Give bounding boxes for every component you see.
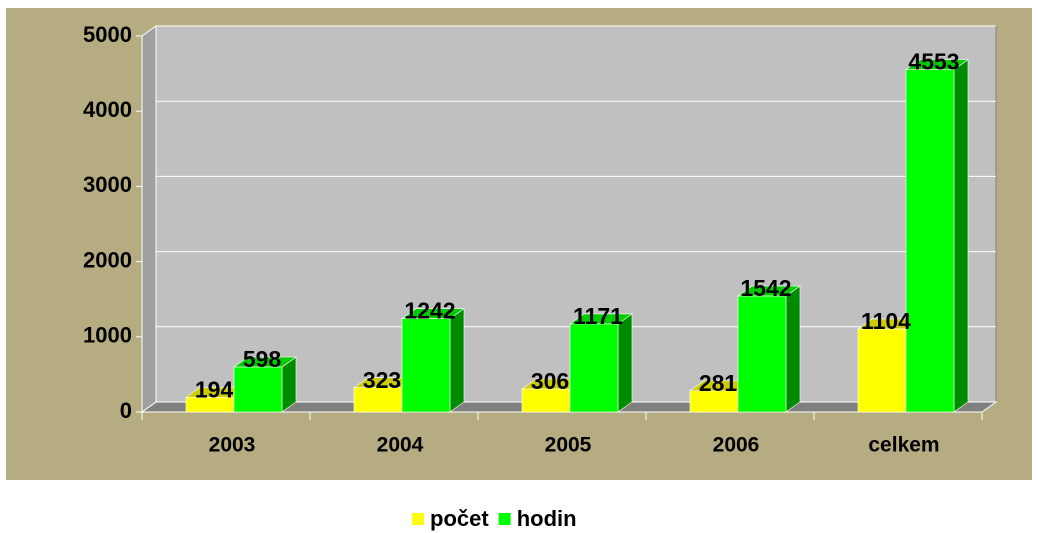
bar [905, 59, 969, 413]
bar [569, 313, 633, 413]
x-tick-label: 2006 [713, 434, 760, 457]
bar-front [737, 295, 787, 413]
data-label: 306 [531, 368, 569, 394]
data-label: 4553 [908, 49, 959, 75]
data-label: 281 [699, 370, 738, 396]
data-label: 1104 [861, 308, 911, 334]
bar-side [785, 285, 801, 413]
bar [233, 356, 297, 413]
bar-front [233, 366, 283, 413]
left-wall [141, 25, 157, 413]
data-label: 1171 [573, 303, 623, 329]
y-tick-label: 2000 [83, 247, 132, 272]
y-tick-label: 5000 [83, 22, 132, 47]
legend-label: hodin [517, 506, 577, 531]
data-label: 598 [243, 346, 282, 372]
y-tick-label: 3000 [83, 172, 132, 197]
y-tick-label: 4000 [83, 97, 132, 122]
bar-front [353, 387, 403, 413]
data-label: 194 [195, 376, 234, 402]
bar-side [953, 59, 969, 413]
legend-swatch [498, 513, 511, 525]
bar [737, 285, 801, 413]
data-label: 323 [363, 367, 401, 393]
bar-front [569, 323, 619, 413]
bar-front [857, 328, 907, 413]
data-label: 1242 [404, 298, 455, 324]
x-tick-label: 2005 [545, 434, 592, 457]
x-tick-label: celkem [868, 434, 939, 457]
bar-front [905, 69, 955, 413]
data-label: 1542 [740, 275, 791, 301]
legend-label: počet [430, 506, 489, 531]
legend-swatch [412, 513, 424, 525]
bar [185, 386, 249, 413]
y-tick-label: 0 [120, 398, 132, 423]
x-tick-label: 2003 [209, 434, 256, 457]
bar [401, 308, 465, 413]
bar-side [449, 308, 465, 413]
x-tick-label: 2004 [377, 434, 424, 457]
bar-front [401, 318, 451, 413]
y-tick-label: 1000 [83, 323, 132, 348]
